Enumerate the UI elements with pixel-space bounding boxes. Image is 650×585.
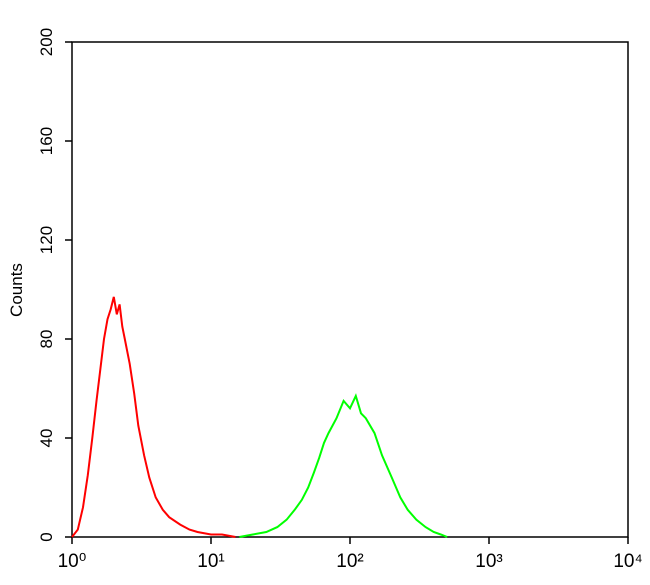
histogram-line [239, 393, 448, 538]
x-tick-label: 10⁴ [613, 551, 642, 572]
x-tick-label: 10¹ [197, 551, 224, 572]
x-tick-label: 10³ [475, 551, 502, 572]
y-tick-label: 160 [37, 127, 56, 155]
y-tick-label: 80 [37, 330, 56, 349]
x-tick-label: 10² [336, 551, 363, 572]
plot-frame [71, 41, 629, 538]
y-axis-label: Counts [7, 263, 26, 317]
x-tick-label: 10⁰ [58, 551, 87, 572]
y-tick-label: 40 [37, 429, 56, 448]
y-tick-label: 120 [37, 226, 56, 254]
y-tick-label: 0 [37, 532, 56, 541]
y-tick-label: 200 [37, 28, 56, 56]
histogram-line [71, 296, 236, 538]
